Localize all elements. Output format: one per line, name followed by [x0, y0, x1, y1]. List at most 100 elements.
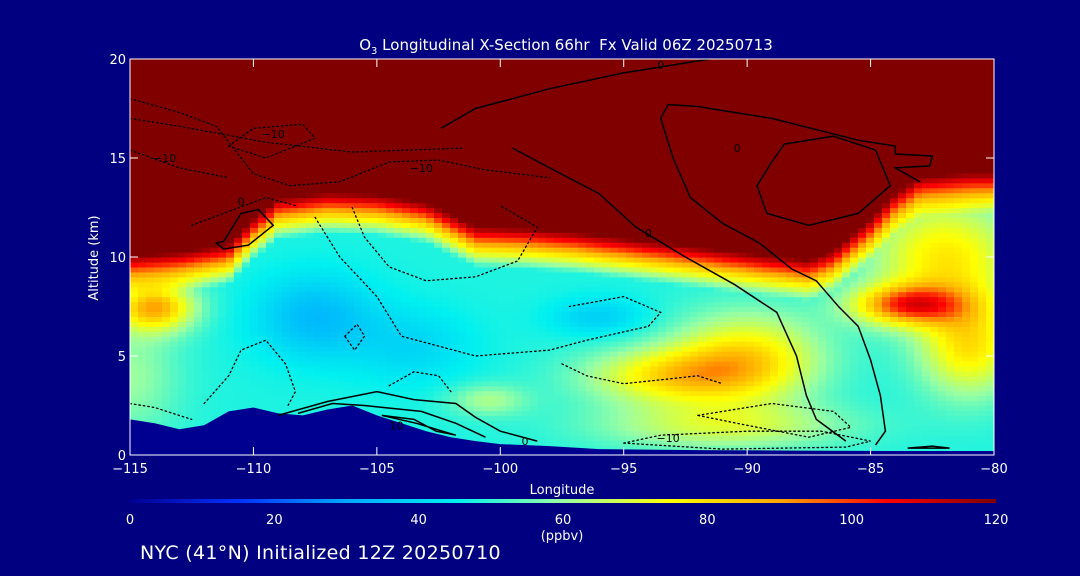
heat-cell — [178, 138, 187, 144]
heat-cell — [242, 395, 251, 402]
heat-cell — [226, 59, 235, 65]
heat-cell — [458, 360, 467, 367]
heat-cell — [594, 360, 603, 367]
heat-cell — [514, 365, 523, 372]
heat-cell — [346, 257, 355, 263]
heat-cell — [258, 118, 267, 124]
heat-cell — [218, 93, 227, 100]
heat-cell — [290, 331, 299, 337]
heat-cell — [482, 138, 491, 144]
heat-cell — [170, 420, 179, 426]
heat-cell — [330, 301, 339, 308]
heat-cell — [498, 197, 507, 204]
heat-cell — [298, 271, 307, 278]
heat-cell — [170, 78, 179, 85]
heat-cell — [594, 217, 603, 223]
heat-cell — [162, 257, 171, 263]
heat-cell — [482, 187, 491, 194]
heat-cell — [546, 271, 555, 278]
heat-cell — [514, 232, 523, 238]
heat-cell — [522, 430, 531, 436]
heat-cell — [578, 148, 587, 154]
heat-cell — [234, 138, 243, 144]
heat-cell — [482, 162, 491, 169]
heat-cell — [594, 187, 603, 194]
heat-cell — [474, 158, 483, 164]
heat-cell — [466, 182, 475, 189]
heat-cell — [594, 356, 603, 362]
heat-cell — [218, 385, 227, 392]
heat-cell — [154, 217, 163, 223]
heat-cell — [362, 162, 371, 169]
heat-cell — [458, 167, 467, 174]
heat-cell — [330, 395, 339, 402]
heat-cell — [354, 187, 363, 194]
heat-cell — [202, 356, 211, 362]
heat-cell — [242, 390, 251, 397]
heat-cell — [402, 247, 411, 253]
heat-cell — [498, 68, 507, 75]
heat-cell — [202, 375, 211, 382]
heat-cell — [162, 187, 171, 194]
heat-cell — [250, 242, 259, 248]
heat-cell — [594, 158, 603, 164]
heat-cell — [474, 405, 483, 412]
heat-cell — [538, 266, 547, 273]
heat-cell — [410, 281, 419, 288]
heat-cell — [522, 237, 531, 243]
heat-cell — [538, 133, 547, 139]
heat-cell — [538, 370, 547, 377]
heat-cell — [442, 281, 451, 288]
heat-cell — [386, 331, 395, 337]
heat-cell — [626, 405, 635, 412]
heat-cell — [162, 296, 171, 303]
heat-cell — [594, 331, 603, 337]
heat-cell — [602, 261, 611, 268]
heat-cell — [290, 207, 299, 214]
heat-cell — [490, 430, 499, 436]
heat-cell — [434, 380, 443, 387]
heat-cell — [586, 247, 595, 253]
heat-cell — [322, 341, 331, 347]
heat-cell — [466, 237, 475, 243]
heat-cell — [474, 261, 483, 268]
heat-cell — [618, 301, 627, 308]
heat-cell — [578, 311, 587, 317]
heat-cell — [522, 296, 531, 303]
heat-cell — [522, 346, 531, 352]
heat-cell — [386, 351, 395, 357]
heat-cell — [314, 138, 323, 144]
heat-cell — [602, 153, 611, 159]
heat-cell — [314, 281, 323, 288]
heat-cell — [482, 346, 491, 352]
heat-cell — [282, 261, 291, 268]
heat-cell — [586, 167, 595, 174]
heat-cell — [410, 385, 419, 392]
heat-cell — [202, 291, 211, 298]
heat-cell — [482, 257, 491, 263]
heat-cell — [346, 212, 355, 218]
heat-cell — [346, 128, 355, 134]
heat-cell — [506, 346, 515, 352]
heat-cell — [346, 281, 355, 288]
heat-cell — [130, 68, 139, 75]
heat-cell — [474, 202, 483, 209]
heat-cell — [162, 108, 171, 115]
heat-cell — [618, 435, 627, 441]
heat-cell — [378, 271, 387, 278]
heat-cell — [450, 316, 459, 322]
heat-cell — [274, 167, 283, 174]
heat-cell — [362, 93, 371, 100]
heat-cell — [314, 108, 323, 115]
heat-cell — [194, 296, 203, 303]
heat-cell — [402, 420, 411, 426]
heat-cell — [514, 415, 523, 421]
heat-cell — [418, 286, 427, 293]
heat-cell — [338, 148, 347, 154]
heat-cell — [322, 222, 331, 228]
heat-cell — [354, 68, 363, 75]
heat-cell — [226, 257, 235, 263]
heat-cell — [378, 400, 387, 407]
heat-cell — [482, 370, 491, 377]
heat-cell — [442, 227, 451, 233]
